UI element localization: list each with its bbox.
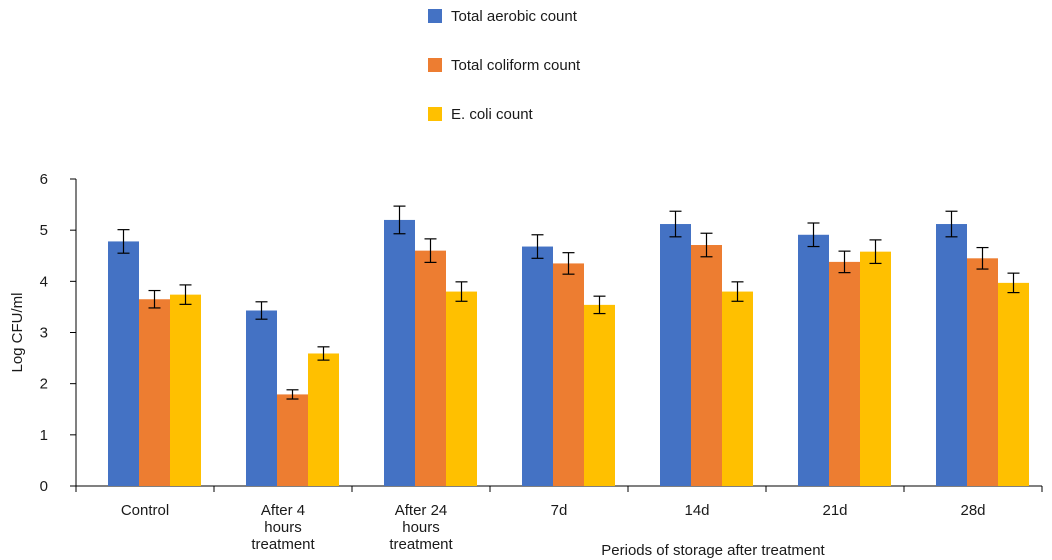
- x-tick-label-line: treatment: [389, 536, 453, 553]
- bar: [108, 241, 139, 486]
- bar: [798, 234, 829, 486]
- legend-label-ecoli: E. coli count: [451, 105, 533, 123]
- y-tick-label: 3: [40, 325, 48, 342]
- x-tick-label: After 4 hours treatment: [251, 502, 315, 553]
- x-tick-label: 28d: [960, 502, 985, 519]
- x-tick-label-line: treatment: [251, 536, 315, 553]
- legend-item-total-coliform: Total coliform count: [428, 55, 580, 75]
- x-tick-label-line: Control: [121, 502, 169, 519]
- x-tick-label-line: After 24: [395, 502, 448, 519]
- bar: [660, 224, 691, 486]
- bar: [998, 282, 1029, 486]
- bar: [308, 353, 339, 486]
- x-axis-label: Periods of storage after treatment: [601, 542, 825, 559]
- x-tick-label-line: 28d: [960, 502, 985, 519]
- y-tick-label: 2: [40, 376, 48, 393]
- x-tick-label-line: 7d: [551, 502, 568, 519]
- x-tick-label: 14d: [684, 502, 709, 519]
- chart-bars: [108, 219, 1029, 486]
- bar: [860, 251, 891, 486]
- legend-swatch-ecoli: [428, 107, 442, 121]
- x-tick-label: After 24 hours treatment: [389, 502, 453, 553]
- bar: [967, 258, 998, 486]
- bar: [829, 261, 860, 486]
- legend-swatch-total-aerobic: [428, 9, 442, 23]
- bar: [522, 246, 553, 486]
- x-tick-label-line: After 4: [261, 502, 305, 519]
- bar: [384, 219, 415, 486]
- bar: [553, 263, 584, 486]
- y-axis-label: Log CFU/ml: [9, 292, 26, 372]
- legend-swatch-total-coliform: [428, 58, 442, 72]
- legend-label-total-aerobic: Total aerobic count: [451, 7, 577, 25]
- y-tick-label: 6: [40, 171, 48, 188]
- x-tick-label-line: hours: [264, 519, 302, 536]
- bar: [170, 294, 201, 486]
- bar: [584, 304, 615, 486]
- x-tick-label: 7d: [551, 502, 568, 519]
- bar: [691, 245, 722, 486]
- y-tick-label: 0: [40, 478, 48, 495]
- chart-legend: Total aerobic count Total coliform count…: [428, 6, 580, 153]
- x-tick-label: 21d: [822, 502, 847, 519]
- legend-label-total-coliform: Total coliform count: [451, 56, 581, 74]
- legend-item-total-aerobic: Total aerobic count: [428, 6, 580, 26]
- bar: [246, 310, 277, 486]
- x-tick-label: Control: [121, 502, 169, 519]
- bar: [446, 291, 477, 486]
- y-tick-label: 1: [40, 427, 48, 444]
- bar: [722, 291, 753, 486]
- y-tick-label: 4: [40, 273, 48, 290]
- bar: [139, 299, 170, 486]
- x-tick-label-line: 21d: [822, 502, 847, 519]
- chart-error-bars: [117, 205, 1020, 400]
- x-tick-label-line: 14d: [684, 502, 709, 519]
- bar: [936, 224, 967, 486]
- x-tick-label-line: hours: [402, 519, 440, 536]
- bar: [415, 250, 446, 486]
- bar: [277, 394, 308, 486]
- legend-item-ecoli: E. coli count: [428, 104, 580, 124]
- y-tick-label: 5: [40, 222, 48, 239]
